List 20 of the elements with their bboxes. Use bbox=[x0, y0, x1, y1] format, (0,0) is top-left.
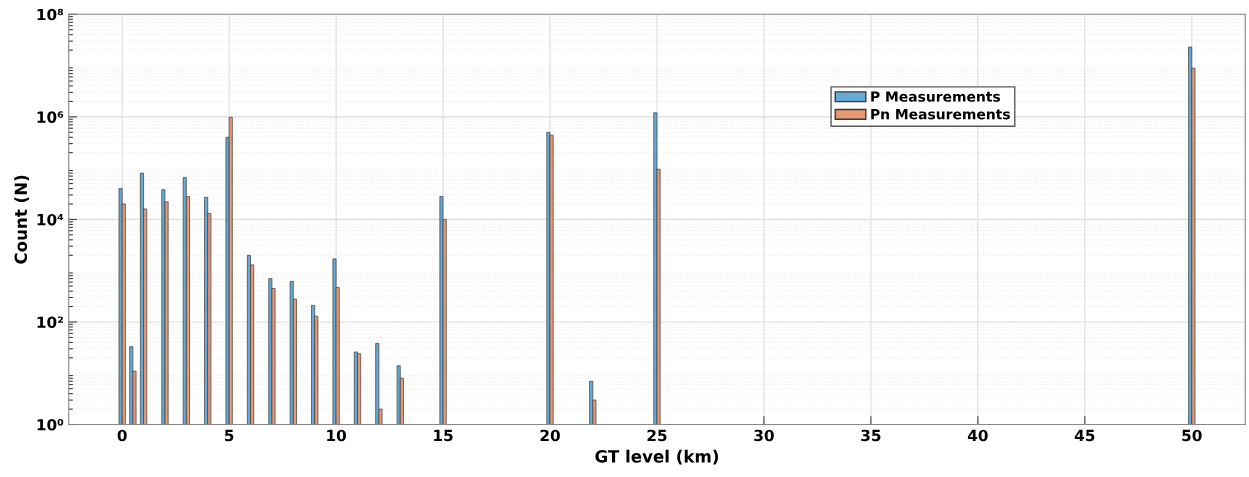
x-tick-label: 0 bbox=[117, 429, 127, 442]
legend-label: P Measurements bbox=[871, 91, 1001, 102]
y-tick-label: 10⁶ bbox=[37, 111, 64, 123]
x-tick-label: 25 bbox=[647, 429, 667, 442]
y-tick-label: 10² bbox=[37, 316, 63, 328]
x-tick-label: 15 bbox=[434, 429, 453, 442]
x-tick-label: 40 bbox=[967, 429, 988, 442]
y-tick-label: 10⁴ bbox=[37, 213, 64, 226]
y-tick-label: 10⁸ bbox=[37, 8, 64, 21]
x-tick-label: 20 bbox=[540, 429, 560, 442]
x-tick-label: 10 bbox=[327, 429, 346, 442]
x-tick-label: 5 bbox=[225, 429, 234, 442]
y-axis-title: Count (N) bbox=[14, 175, 30, 264]
legend-label: Pn Measurements bbox=[871, 109, 1010, 120]
x-tick-label: 35 bbox=[861, 429, 881, 442]
x-tick-label: 30 bbox=[754, 429, 774, 442]
x-tick-label: 50 bbox=[1182, 429, 1202, 442]
x-tick-label: 45 bbox=[1074, 429, 1095, 442]
x-axis-title: GT level (km) bbox=[595, 449, 719, 465]
y-tick-label: 10⁰ bbox=[37, 419, 64, 431]
